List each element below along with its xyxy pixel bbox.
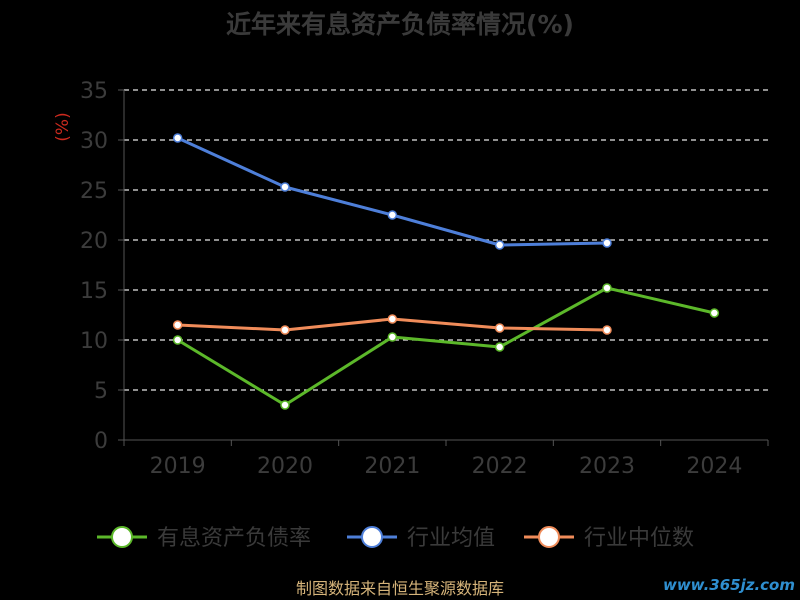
y-tick-label-30: 30 bbox=[80, 129, 108, 154]
x-tick-label-2022: 2022 bbox=[472, 454, 528, 479]
legend-label-2: 行业中位数 bbox=[584, 526, 694, 551]
series-layer bbox=[172, 133, 720, 410]
data-point-0-2023 bbox=[602, 283, 612, 293]
data-point-0-2021 bbox=[387, 332, 398, 342]
y-tick-label-15: 15 bbox=[80, 279, 108, 304]
legend-marker-2 bbox=[538, 526, 560, 548]
series-line-1 bbox=[177, 136, 608, 247]
data-point-2-2019 bbox=[172, 320, 183, 330]
data-point-2-2023 bbox=[602, 325, 612, 335]
x-tick-label-2024: 2024 bbox=[686, 454, 742, 479]
legend: 有息资产负债率 行业均值 行业中位数 bbox=[97, 526, 694, 551]
data-point-1-2023 bbox=[602, 238, 612, 248]
y-tick-label-20: 20 bbox=[80, 229, 108, 254]
footer-source: 制图数据来自恒生聚源数据库 bbox=[296, 579, 504, 598]
data-point-1-2022 bbox=[494, 240, 505, 250]
legend-label-0: 有息资产负债率 bbox=[157, 526, 311, 551]
data-point-1-2021 bbox=[387, 210, 398, 220]
legend-label-1: 行业均值 bbox=[407, 526, 495, 551]
data-point-2-2022 bbox=[494, 323, 505, 333]
data-point-0-2024 bbox=[709, 308, 720, 318]
y-tick-label-10: 10 bbox=[80, 329, 108, 354]
x-tick-label-2023: 2023 bbox=[579, 454, 635, 479]
data-point-1-2020 bbox=[280, 182, 290, 192]
data-point-0-2020 bbox=[280, 400, 290, 410]
data-point-0-2022 bbox=[494, 342, 505, 352]
y-tick-label-25: 25 bbox=[80, 179, 108, 204]
y-tick-label-5: 5 bbox=[94, 379, 108, 404]
y-axis-unit-label: (%) bbox=[53, 112, 73, 141]
y-tick-label-35: 35 bbox=[80, 79, 108, 104]
legend-marker-1 bbox=[361, 526, 383, 548]
data-point-0-2019 bbox=[172, 335, 183, 345]
x-tick-label-2019: 2019 bbox=[150, 454, 206, 479]
x-tick-label-2021: 2021 bbox=[364, 454, 420, 479]
data-point-1-2019 bbox=[172, 133, 183, 143]
data-point-2-2020 bbox=[280, 325, 290, 335]
legend-marker-0 bbox=[111, 526, 133, 548]
axes: 0 5 10 15 20 25 30 35 2019 2020 2021 2022 2023 2024 bbox=[80, 79, 769, 479]
chart-title: 近年来有息资产负债率情况(%) bbox=[226, 10, 574, 39]
y-tick-label-0: 0 bbox=[94, 429, 108, 454]
watermark: www.365jz.com bbox=[663, 576, 795, 594]
x-tick-label-2020: 2020 bbox=[257, 454, 313, 479]
gridlines bbox=[124, 89, 768, 391]
series-line-0 bbox=[176, 286, 715, 407]
data-point-2-2021 bbox=[387, 314, 398, 324]
